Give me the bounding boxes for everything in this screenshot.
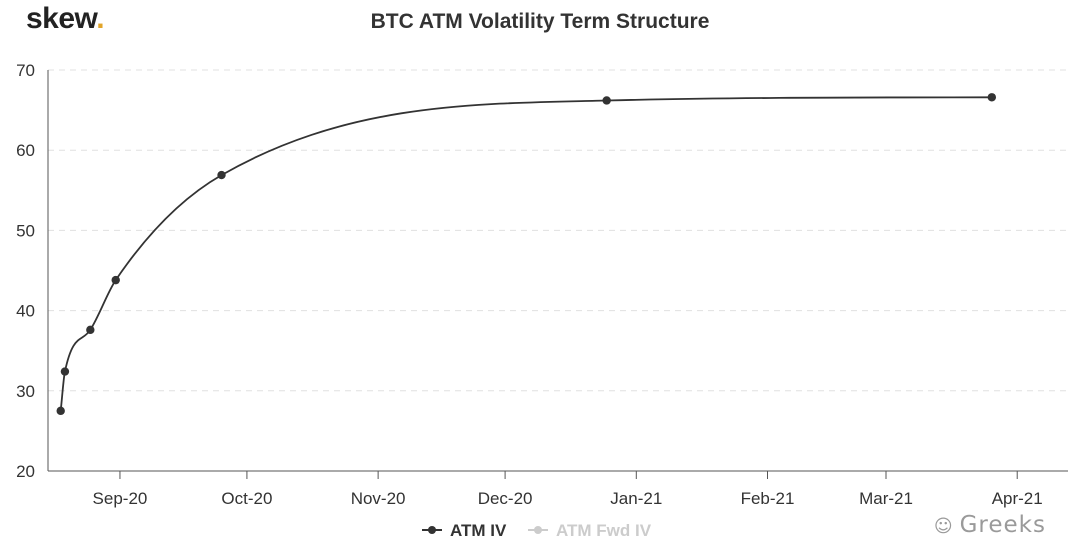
x-tick-label: Mar-21 xyxy=(859,489,913,508)
y-tick-label: 40 xyxy=(16,302,35,321)
atm-iv-point xyxy=(56,406,65,416)
brand-name: skew xyxy=(26,2,97,35)
series-layer xyxy=(56,93,997,416)
atm-iv-point xyxy=(60,367,70,376)
atm-iv-point xyxy=(602,96,611,105)
wechat-icon: ☺ xyxy=(933,516,954,537)
skew-logo: skew. xyxy=(26,2,105,36)
legend-label: ATM Fwd IV xyxy=(556,521,652,540)
y-tick-label: 50 xyxy=(16,221,35,240)
watermark: ☺ Greeks xyxy=(934,512,1046,538)
x-tick-label: Oct-20 xyxy=(221,489,272,508)
chart-title: BTC ATM Volatility Term Structure xyxy=(370,10,710,33)
axes: 20 30 40 50 60 70 Sep-20 Oct-20 Nov-20 Dec-20 Jan-… xyxy=(16,61,1068,508)
legend-marker xyxy=(428,526,436,534)
legend-item-atm-iv[interactable]: ATM IV xyxy=(422,521,507,540)
legend: ATM IV ATM Fwd IV xyxy=(422,521,652,540)
legend-marker xyxy=(534,526,542,534)
watermark-text: Greeks xyxy=(959,512,1046,538)
brand-dot: . xyxy=(96,2,105,35)
x-tick-label: Dec-20 xyxy=(478,489,533,508)
atm-iv-point xyxy=(86,325,95,335)
grid-lines xyxy=(48,69,1068,392)
x-tick-label: Apr-21 xyxy=(992,489,1043,508)
x-tick-label: Sep-20 xyxy=(93,489,148,508)
x-tick-label: Nov-20 xyxy=(351,489,406,508)
atm-iv-point xyxy=(217,170,226,180)
legend-label: ATM IV xyxy=(450,521,507,540)
x-tick-label: Jan-21 xyxy=(610,489,662,508)
atm-iv-point xyxy=(111,275,120,285)
x-tick-label: Feb-21 xyxy=(741,489,795,508)
atm-iv-line xyxy=(59,96,992,411)
atm-iv-point xyxy=(987,93,997,102)
y-tick-label: 30 xyxy=(16,382,35,401)
y-tick-label: 70 xyxy=(16,61,35,80)
y-tick-label: 60 xyxy=(16,141,35,160)
y-tick-label: 20 xyxy=(16,462,35,481)
legend-item-atm-fwd-iv[interactable]: ATM Fwd IV xyxy=(528,521,652,540)
